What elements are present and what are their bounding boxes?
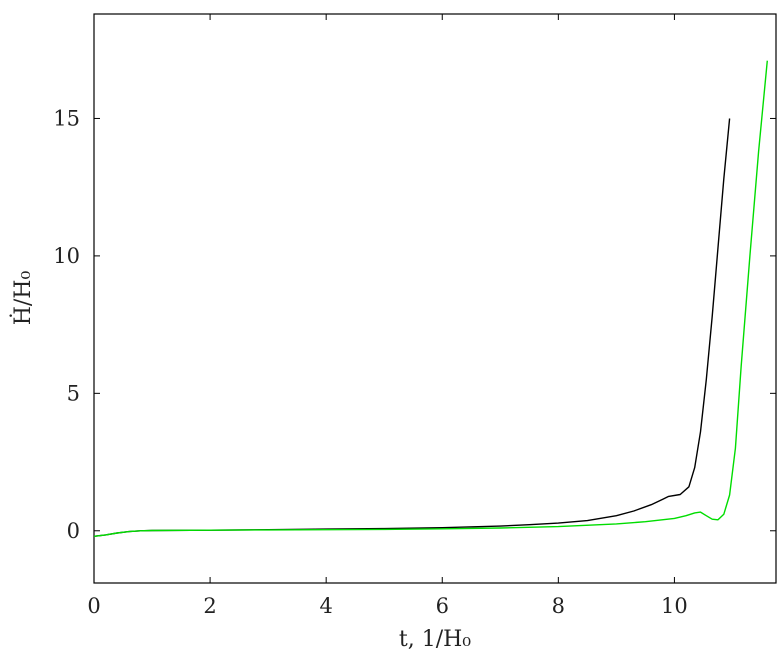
x-tick-label: 10: [661, 594, 688, 618]
x-tick-label: 4: [319, 594, 332, 618]
plot-frame: [93, 13, 777, 584]
series-line-2: [93, 60, 768, 537]
x-tick-label: 8: [552, 594, 565, 618]
x-axis-title: t, 1/H₀: [399, 627, 471, 652]
y-tick-label: 10: [53, 244, 80, 268]
tick-labels: 0 2 4 6 8 10 0 5 10 15: [53, 106, 688, 618]
x-tick-label: 6: [436, 594, 449, 618]
y-axis-title: Ḣ/H₀: [9, 271, 36, 326]
series-group: [93, 60, 768, 537]
y-tick-label: 5: [67, 381, 80, 405]
series-line-1: [93, 118, 731, 537]
x-tick-label: 0: [87, 594, 100, 618]
x-tick-label: 2: [203, 594, 216, 618]
y-tick-label: 15: [53, 106, 80, 130]
y-tick-label: 0: [67, 519, 80, 543]
axis-ticks: [93, 14, 776, 583]
